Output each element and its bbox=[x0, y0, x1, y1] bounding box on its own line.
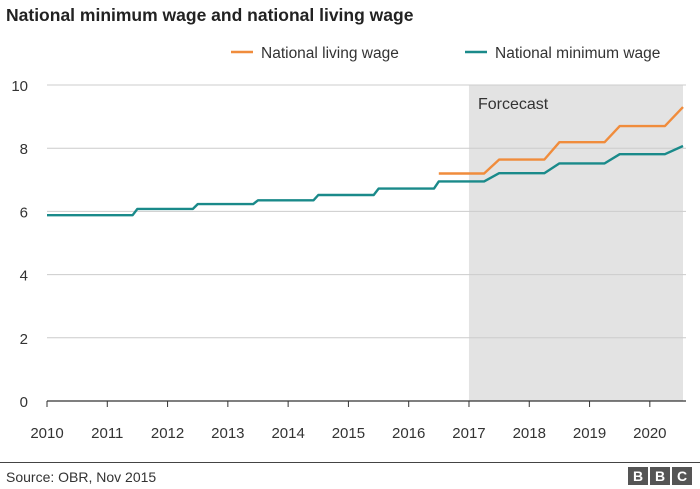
bbc-logo-letter: B bbox=[650, 467, 670, 485]
y-tick-label: 2 bbox=[20, 331, 28, 348]
x-tick-label: 2017 bbox=[452, 425, 485, 442]
x-tick-label: 2010 bbox=[30, 425, 63, 442]
y-tick-label: 10 bbox=[11, 78, 28, 95]
forecast-region bbox=[468, 85, 683, 401]
footer-divider bbox=[0, 462, 700, 463]
y-tick-label: 6 bbox=[20, 204, 28, 221]
y-tick-label: 0 bbox=[20, 394, 28, 411]
x-tick-label: 2018 bbox=[513, 425, 546, 442]
legend-label: National living wage bbox=[261, 45, 399, 62]
x-tick-label: 2015 bbox=[332, 425, 365, 442]
chart-title: National minimum wage and national livin… bbox=[6, 5, 414, 25]
national-minimum-wage-line bbox=[47, 144, 684, 217]
x-tick-label: 2016 bbox=[392, 425, 425, 442]
legend-label: National minimum wage bbox=[495, 45, 660, 62]
forecast-label: Forcecast bbox=[478, 96, 549, 113]
national-living-wage-line bbox=[438, 106, 684, 175]
bbc-logo: B B C bbox=[628, 467, 692, 485]
x-tick-label: 2013 bbox=[211, 425, 244, 442]
x-tick-label: 2020 bbox=[633, 425, 666, 442]
x-tick-label: 2011 bbox=[91, 425, 123, 442]
bbc-logo-letter: C bbox=[672, 467, 692, 485]
x-tick-label: 2014 bbox=[271, 425, 304, 442]
x-tick-label: 2012 bbox=[151, 425, 184, 442]
x-tick-label: 2019 bbox=[573, 425, 606, 442]
y-tick-label: 4 bbox=[20, 268, 28, 285]
source-note: Source: OBR, Nov 2015 bbox=[6, 469, 157, 485]
y-tick-label: 8 bbox=[20, 141, 28, 158]
bbc-logo-letter: B bbox=[628, 467, 648, 485]
